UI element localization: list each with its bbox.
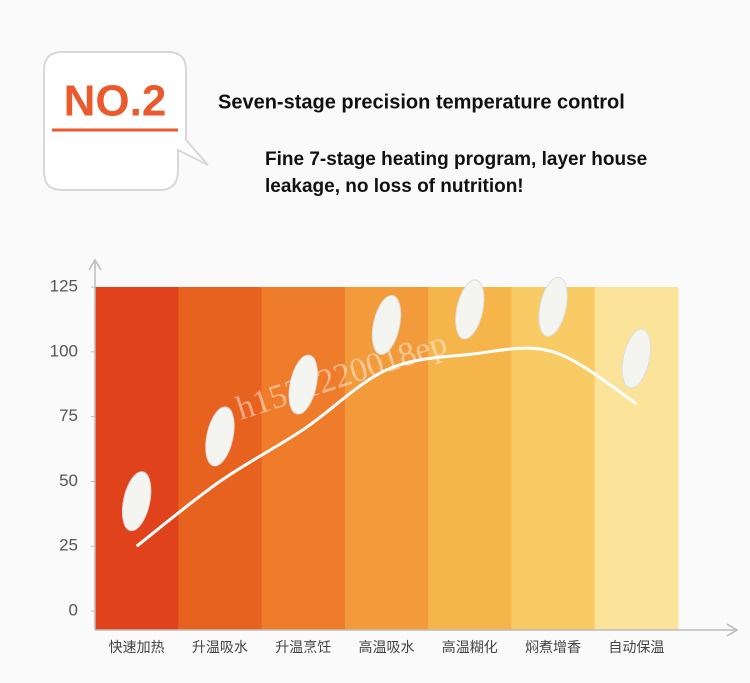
y-tick-label: 100 xyxy=(50,341,78,360)
x-tick-label: 焖煮增香 xyxy=(525,640,581,656)
x-tick-label: 快速加热 xyxy=(109,640,165,656)
y-tick-label: 50 xyxy=(59,471,78,490)
rice-grain xyxy=(121,471,152,532)
x-tick-label: 高温糊化 xyxy=(442,639,498,656)
stage-band xyxy=(261,287,346,630)
x-tick-label: 升温烹饪 xyxy=(275,639,331,656)
x-tick-label: 升温吸水 xyxy=(192,640,248,656)
x-axis-arrow xyxy=(726,623,739,637)
subtitle-line: leakage, no loss of nutrition! xyxy=(265,176,524,197)
rice-grain xyxy=(621,328,652,389)
rice-grain xyxy=(288,354,318,415)
rice-grain xyxy=(205,406,235,467)
x-tick-label: 高温吸水 xyxy=(359,639,415,656)
y-tick-label: 75 xyxy=(59,406,78,425)
y-tick-label: 0 xyxy=(69,600,78,619)
rice-grain xyxy=(538,276,568,337)
stage-band xyxy=(428,287,512,630)
temperature-line xyxy=(135,346,638,548)
stage-band xyxy=(95,287,179,630)
subtitle-line: Fine 7-stage heating program, layer hous… xyxy=(265,149,647,170)
badge-bubble xyxy=(43,51,209,191)
title: Seven-stage precision temperature contro… xyxy=(218,91,625,113)
rice-grain xyxy=(371,294,402,355)
y-axis-arrow xyxy=(88,258,102,271)
x-tick-label: 自动保温 xyxy=(608,640,664,656)
y-tick-label: 25 xyxy=(59,536,78,555)
badge: NO.2 xyxy=(64,77,167,126)
stage-band xyxy=(511,287,596,630)
y-tick-label: 125 xyxy=(50,276,78,295)
rice-grain xyxy=(455,279,485,340)
